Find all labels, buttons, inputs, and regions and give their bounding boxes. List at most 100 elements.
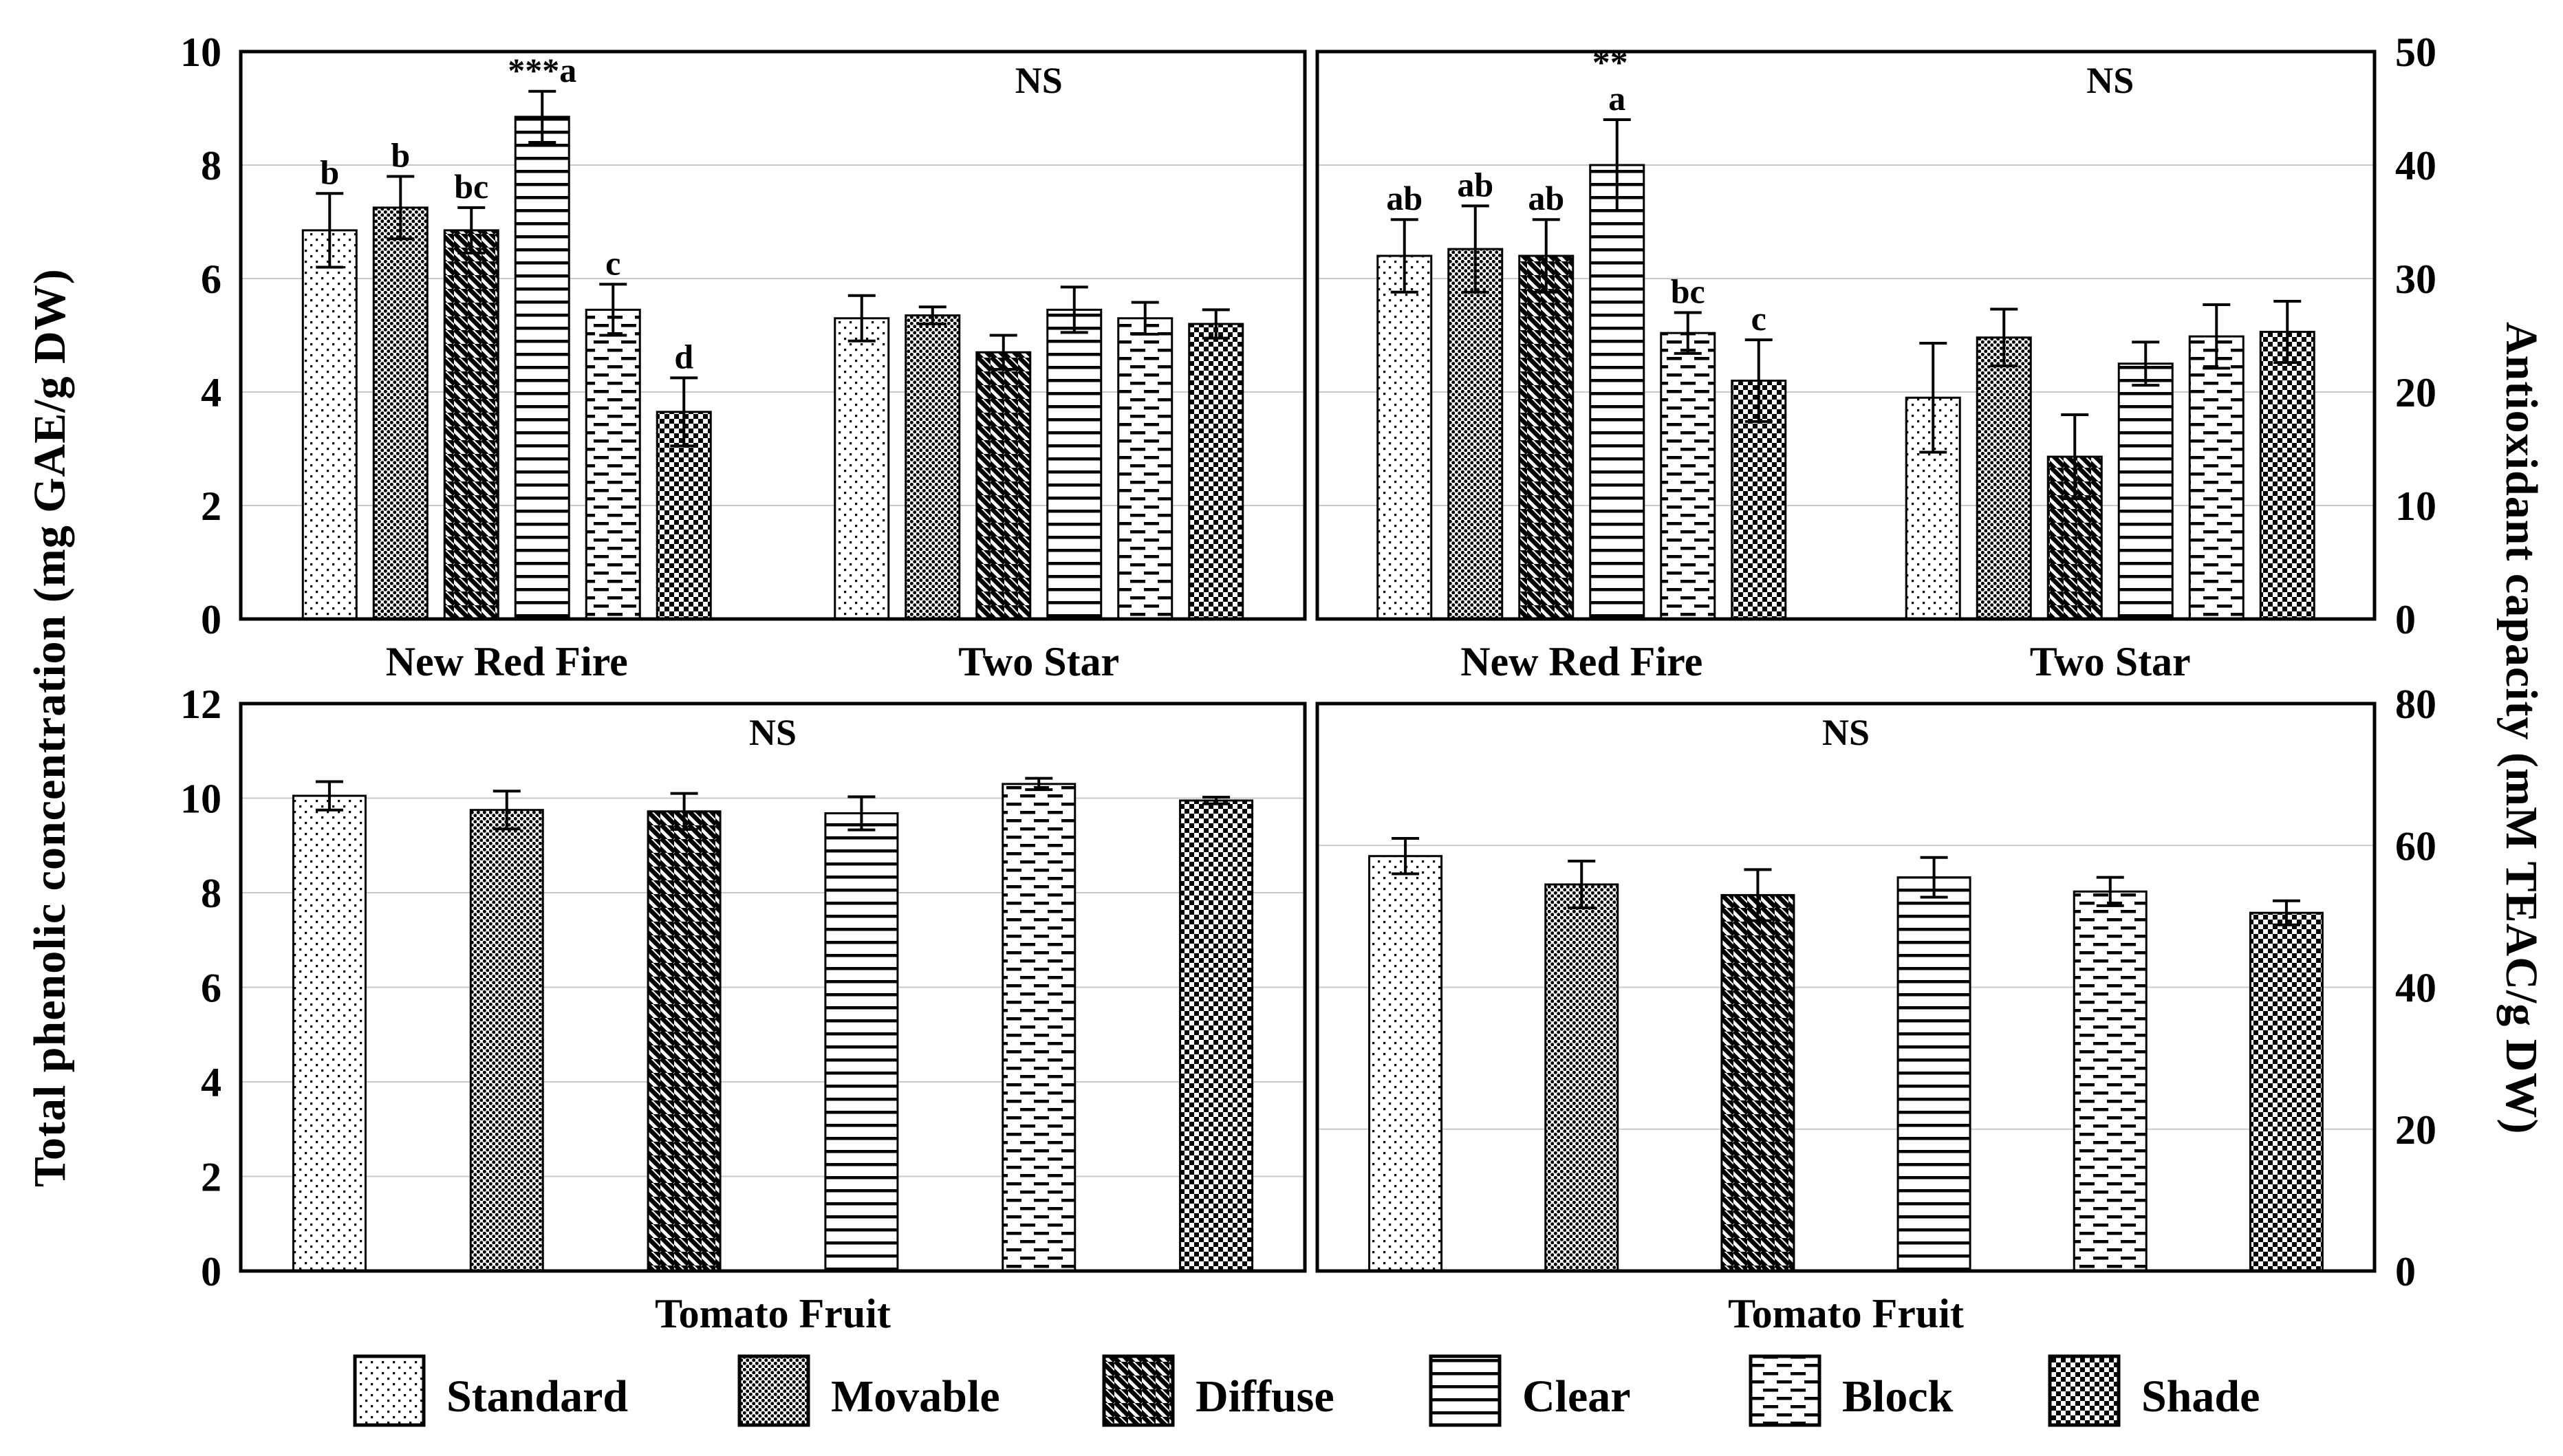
y-tick-label: 10: [180, 30, 221, 75]
significance-letter: c: [605, 243, 620, 282]
panel-border: [239, 50, 1307, 621]
significance-letter: ab: [1528, 179, 1564, 217]
y-tick-label: 10: [180, 776, 221, 822]
bar-shade-two-star: [2259, 331, 2315, 620]
legend-swatch-diffuse-icon: [1102, 1354, 1175, 1427]
y-axis-label-right: Antioxidant capacity (mM TEAC/g DW): [2496, 321, 2546, 1135]
category-label: New Red Fire: [386, 639, 628, 684]
y-tick-label: 4: [201, 1060, 221, 1105]
error-bar: [1025, 776, 1053, 792]
bar-movable-tomato-fruit: [1544, 883, 1619, 1272]
bar-movable-two-star: [905, 314, 961, 620]
significance-stars: **: [1592, 43, 1628, 83]
y-tick-label: 20: [2395, 370, 2436, 415]
error-bar: [1060, 285, 1088, 334]
error-bar: [918, 305, 947, 325]
legend-swatch-shade-icon: [2048, 1354, 2121, 1427]
significance-letter: ab: [1386, 179, 1423, 217]
ns-annotation: NS: [1822, 712, 1870, 753]
bar-movable-new-red-fire: [372, 206, 429, 620]
error-bar: [2096, 876, 2124, 907]
y-tick-label: 20: [2395, 1107, 2436, 1153]
bar-block-new-red-fire: [585, 308, 641, 620]
bar-clear-new-red-fire: [514, 116, 570, 620]
error-bar: [1532, 218, 1560, 294]
panel-antioxidant-tomato: 0 20 40 60 80 Tomato Fruit NS: [1315, 682, 2436, 1336]
significance-letter: c: [1751, 299, 1766, 338]
error-bar: [847, 795, 876, 832]
y-axis-label-left: Total phenolic concentration (mg GAE/g D…: [25, 268, 75, 1188]
panel-phenolic-lettuce: 0 2 4 6 8 10 b New Red Fire b bc ***a c d Two Star NS: [180, 30, 1307, 684]
error-bar: [670, 376, 698, 448]
bar-clear-tomato-fruit: [824, 812, 899, 1272]
error-bar: [2273, 300, 2302, 365]
y-tick-label: 40: [2395, 966, 2436, 1011]
category-label: Two Star: [958, 639, 1119, 684]
y-tick-label: 12: [180, 682, 221, 727]
legend-label: Diffuse: [1196, 1371, 1334, 1422]
legend-item-diffuse: Diffuse: [1102, 1354, 1334, 1427]
y-tick-label: 30: [2395, 257, 2436, 302]
error-bar: [1744, 338, 1773, 423]
legend-swatch-clear-icon: [1429, 1354, 1502, 1427]
bar-movable-tomato-fruit: [469, 809, 544, 1272]
error-bar: [315, 780, 343, 812]
ns-annotation: NS: [749, 712, 797, 753]
y-tick-label: 80: [2395, 682, 2436, 727]
y-tick-label: 2: [201, 1155, 221, 1200]
bar-shade-tomato-fruit: [1179, 799, 1254, 1272]
bar-clear-new-red-fire: [1589, 164, 1645, 620]
error-bar: [1990, 307, 2018, 368]
y-tick-label: 0: [2395, 1249, 2416, 1294]
error-bar: [1744, 868, 1772, 922]
error-bar: [2272, 899, 2300, 926]
legend-item-clear: Clear: [1429, 1354, 1631, 1427]
legend-label: Block: [1842, 1371, 1954, 1422]
y-tick-label: 0: [201, 1249, 221, 1294]
error-bar: [2203, 303, 2231, 370]
bar-block-tomato-fruit: [1002, 783, 1077, 1272]
category-label: Two Star: [2030, 639, 2191, 684]
bar-standard-two-star: [834, 317, 890, 620]
error-bar: [1674, 311, 1702, 355]
error-bar: [387, 175, 415, 241]
error-bar: [1131, 301, 1159, 336]
legend-label: Clear: [1522, 1371, 1631, 1422]
y-tick-label: 8: [201, 871, 221, 916]
ns-annotation: NS: [1015, 60, 1063, 101]
y-tick-label: 2: [201, 483, 221, 529]
legend-label: Movable: [831, 1371, 1000, 1422]
y-tick-label: 0: [201, 597, 221, 642]
error-bar: [528, 89, 556, 144]
legend-label: Shade: [2141, 1371, 2260, 1422]
error-bar: [1202, 308, 1230, 340]
error-bar: [2061, 413, 2089, 501]
bar-block-new-red-fire: [1660, 332, 1716, 620]
bar-block-tomato-fruit: [2073, 890, 2148, 1272]
bar-clear-tomato-fruit: [1896, 876, 1971, 1272]
error-bar: [989, 334, 1017, 371]
bar-standard-new-red-fire: [1376, 254, 1433, 620]
bar-block-two-star: [2188, 335, 2245, 620]
bar-movable-two-star: [1976, 336, 2032, 620]
y-tick-label: 0: [2395, 597, 2416, 642]
bar-diffuse-two-star: [975, 351, 1032, 620]
bar-shade-two-star: [1188, 323, 1244, 620]
significance-letter: a: [1608, 79, 1625, 118]
y-tick-label: 8: [201, 143, 221, 188]
error-bar: [1920, 856, 1948, 899]
error-bar: [1392, 836, 1420, 876]
bar-standard-new-red-fire: [301, 229, 358, 620]
bar-shade-tomato-fruit: [2249, 911, 2324, 1272]
category-label: Tomato Fruit: [1728, 1291, 1964, 1336]
bar-diffuse-new-red-fire: [1518, 254, 1575, 620]
error-bar: [847, 294, 876, 343]
y-tick-label: 50: [2395, 30, 2436, 75]
bar-clear-two-star: [2117, 362, 2174, 620]
significance-letter: ***a: [508, 51, 576, 89]
bar-standard-tomato-fruit: [1368, 855, 1443, 1272]
significance-letter: ab: [1457, 165, 1493, 204]
significance-letter: bc: [1671, 272, 1705, 311]
